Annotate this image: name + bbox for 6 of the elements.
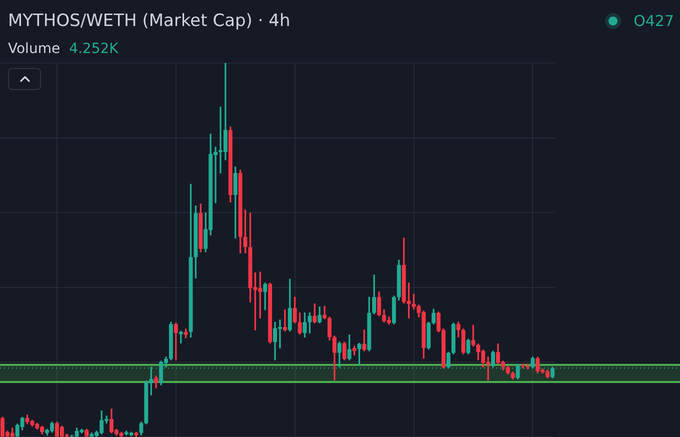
text: 4.252K — [69, 41, 118, 57]
text: O427 — [634, 12, 674, 30]
chart-title: MYTHOS/WETH (Market Cap) · 4h — [8, 11, 290, 31]
candlestick — [282, 310, 287, 332]
candlestick — [322, 306, 327, 320]
text: Volume — [8, 41, 60, 57]
